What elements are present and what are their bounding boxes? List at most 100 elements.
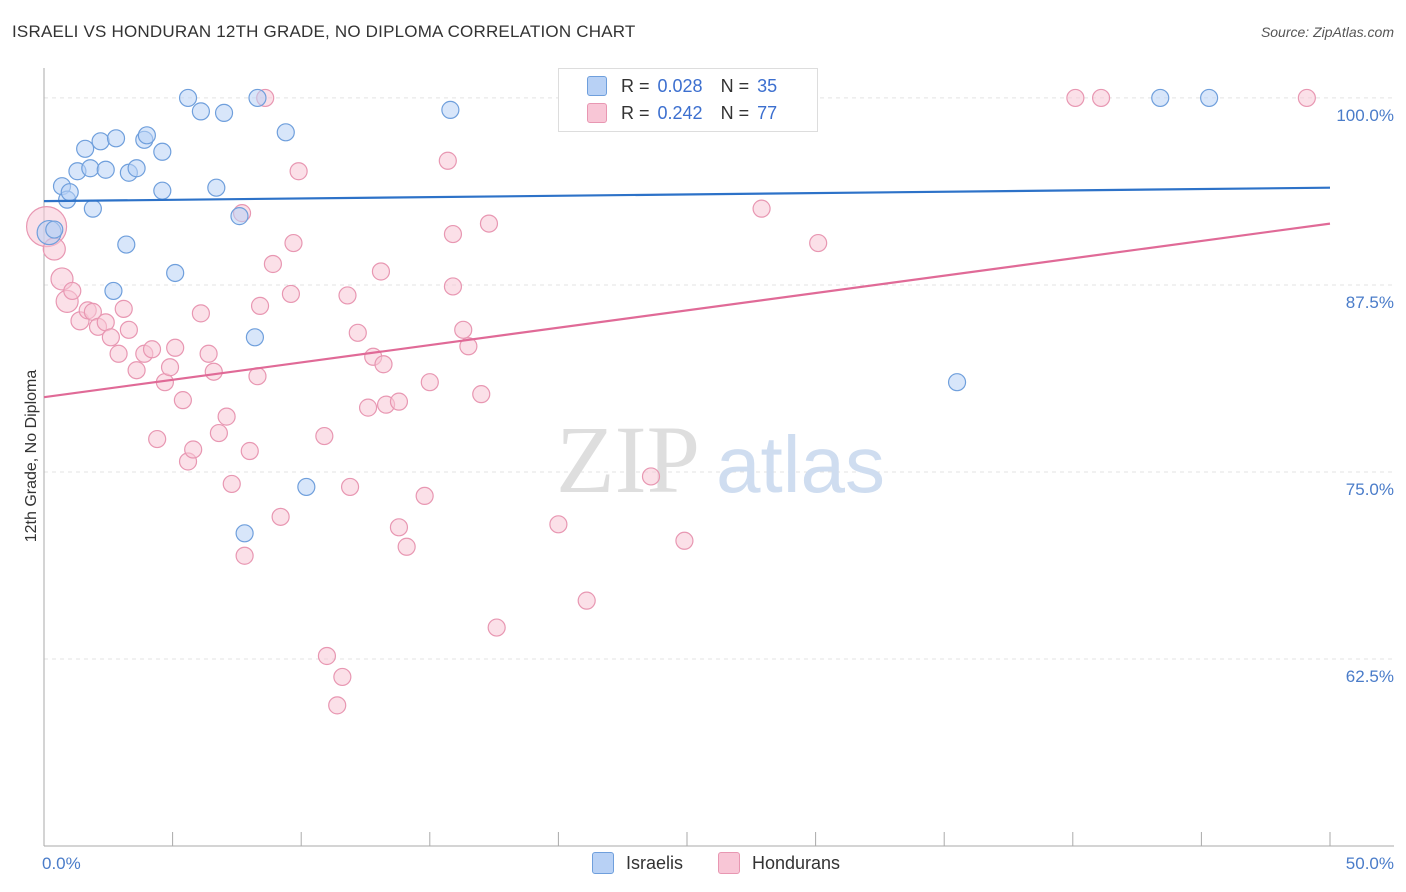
israeli-point-34 (1200, 88, 1219, 108)
israeli-point-12 (127, 159, 146, 178)
israeli-point-33 (1151, 88, 1170, 108)
hondurans-n-label: N = (720, 102, 750, 123)
y-tick-label-3: 62.5% (1346, 667, 1394, 686)
israelis-n-label: N = (720, 75, 750, 96)
y-tick-label-1: 87.5% (1346, 293, 1394, 312)
y-tick-label-2: 75.0% (1346, 480, 1394, 499)
x-tick-labels: 0.0% 50.0% (42, 854, 1394, 873)
series-legend: Israelis Hondurans (0, 852, 1406, 876)
honduran-point-31 (235, 546, 254, 565)
honduran-point-28 (217, 407, 236, 426)
honduran-point-66 (549, 515, 568, 534)
israeli-point-32 (947, 373, 967, 392)
axes (43, 68, 1394, 847)
trend-lines (43, 186, 1331, 399)
y-tick-label-0: 100.0% (1336, 106, 1394, 125)
israeli-point-14 (137, 126, 156, 145)
honduran-point-61 (454, 320, 473, 339)
honduran-point-34 (250, 296, 270, 315)
honduran-point-58 (438, 151, 457, 170)
honduran-point-27 (209, 423, 228, 443)
israeli-point-26 (166, 263, 185, 283)
honduran-point-71 (752, 199, 771, 218)
honduran-point-41 (315, 426, 334, 446)
honduran-point-53 (389, 392, 409, 411)
honduran-point-21 (173, 391, 192, 410)
honduran-point-40 (289, 162, 308, 181)
stats-legend: R = 0.028 N = 35 R = 0.242 N = 77 (558, 68, 818, 132)
israeli-point-23 (207, 178, 226, 197)
x-tick-label-min: 0.0% (42, 854, 81, 873)
hondurans-points (25, 88, 1316, 715)
israeli-point-17 (178, 88, 198, 108)
honduran-point-54 (389, 518, 409, 537)
honduran-point-39 (284, 233, 303, 253)
honduran-point-60 (443, 224, 463, 244)
israeli-point-7 (81, 159, 100, 178)
israeli-point-8 (91, 132, 110, 151)
honduran-point-33 (248, 367, 267, 386)
legend-item-israelis[interactable]: Israelis (592, 852, 683, 874)
legend-item-hondurans[interactable]: Hondurans (718, 852, 840, 874)
honduran-point-42 (317, 646, 337, 666)
legend-row-israelis: R = 0.028 N = 35 (587, 75, 778, 97)
x-tick-marks (43, 832, 1331, 846)
honduran-point-69 (675, 531, 694, 550)
honduran-point-72 (809, 233, 828, 253)
honduran-point-36 (263, 254, 283, 274)
hondurans-trend-line (43, 222, 1331, 399)
honduran-point-16 (142, 340, 162, 359)
honduran-point-45 (338, 286, 357, 305)
honduran-point-29 (222, 474, 241, 494)
honduran-point-51 (374, 355, 393, 374)
x-tick-label-max: 50.0% (1346, 854, 1394, 873)
israelis-legend-swatch (592, 852, 614, 874)
israelis-legend-label: Israelis (626, 852, 684, 873)
honduran-point-44 (333, 667, 352, 687)
honduran-point-38 (281, 284, 301, 304)
israeli-point-20 (248, 88, 267, 108)
hondurans-swatch (587, 103, 607, 123)
israelis-swatch (587, 76, 607, 96)
honduran-point-25 (199, 344, 218, 363)
honduran-point-63 (472, 385, 491, 404)
israelis-n-value: 35 (757, 75, 778, 96)
hondurans-r-value: 0.242 (657, 102, 703, 123)
israeli-point-9 (96, 160, 115, 179)
honduran-point-13 (119, 320, 138, 339)
honduran-point-37 (271, 507, 290, 526)
honduran-point-64 (479, 214, 499, 233)
source-credit: Source: ZipAtlas.com (1260, 24, 1394, 40)
israelis-points (36, 88, 1219, 543)
honduran-point-12 (114, 299, 133, 318)
israeli-point-4 (60, 183, 79, 202)
honduran-point-65 (487, 618, 506, 637)
hondurans-n-value: 77 (757, 102, 778, 123)
israelis-trend-line (43, 186, 1331, 203)
chart-title: ISRAELI VS HONDURAN 12TH GRADE, NO DIPLO… (12, 22, 636, 41)
israelis-r-value: 0.028 (657, 75, 703, 96)
honduran-point-32 (240, 441, 259, 461)
honduran-point-48 (358, 398, 378, 417)
honduran-point-59 (443, 277, 463, 296)
israelis-r-label: R = (621, 75, 650, 96)
israeli-point-19 (214, 103, 234, 122)
israeli-point-28 (104, 281, 123, 301)
israeli-point-18 (191, 102, 210, 121)
honduran-point-74 (1091, 88, 1111, 108)
israeli-point-6 (76, 139, 95, 158)
honduran-point-19 (160, 358, 180, 377)
honduran-point-67 (577, 591, 596, 610)
hondurans-legend-label: Hondurans (752, 852, 841, 873)
hondurans-legend-swatch (718, 852, 740, 874)
israeli-point-24 (230, 207, 249, 226)
honduran-point-43 (328, 696, 347, 715)
honduran-point-68 (641, 467, 661, 486)
honduran-point-46 (340, 477, 360, 497)
y-tick-labels: 100.0% 87.5% 75.0% 62.5% (1336, 106, 1394, 686)
honduran-point-73 (1066, 88, 1085, 108)
honduran-point-26 (204, 362, 223, 381)
watermark: ZIP atlas (556, 406, 885, 513)
honduran-point-57 (420, 373, 439, 392)
